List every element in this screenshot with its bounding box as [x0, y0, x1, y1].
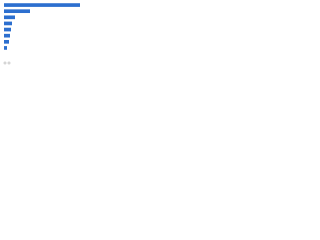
bar	[4, 15, 15, 20]
bar	[4, 46, 7, 50]
bar	[4, 9, 30, 14]
page: (() => { const data = JSON.parse(documen…	[0, 0, 320, 71]
bar	[4, 27, 11, 32]
icon	[3, 61, 7, 65]
footer-icons	[3, 61, 11, 65]
chart	[0, 0, 100, 71]
bar	[4, 3, 80, 7]
icon	[7, 61, 11, 65]
bar	[4, 39, 9, 44]
bar	[4, 33, 10, 38]
bar	[4, 21, 12, 26]
